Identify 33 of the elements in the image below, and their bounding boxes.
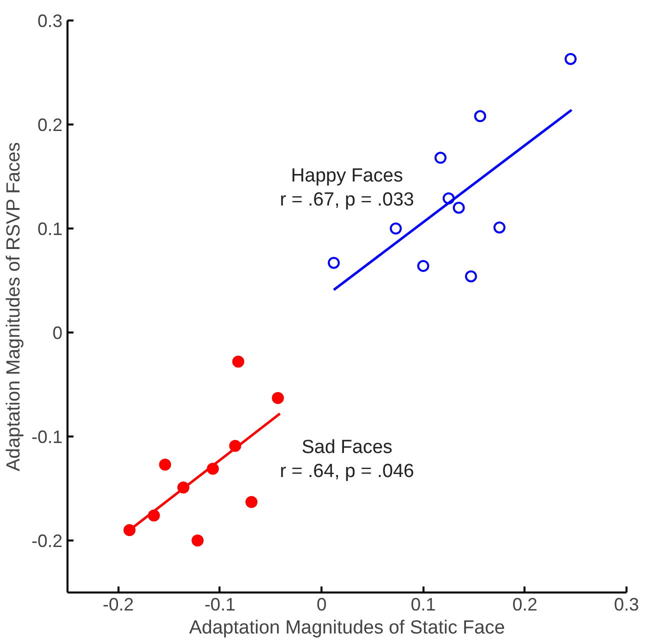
y-tick-label: -0.1 — [31, 427, 63, 447]
y-tick-label: 0.2 — [37, 115, 63, 135]
series-label: Happy Faces — [291, 166, 403, 187]
x-axis-title: Adaptation Magnitudes of Static Face — [189, 618, 505, 638]
x-tick-label: 0.3 — [614, 594, 640, 614]
text: Sad Faces — [302, 436, 392, 458]
x-tick-label: -0.1 — [204, 594, 236, 614]
point — [272, 392, 284, 404]
x-tick-label: 0 — [316, 594, 327, 614]
point — [434, 152, 447, 164]
y-axis-title: Adaptation Magnitudes of RSVP Faces — [3, 142, 24, 472]
point — [417, 260, 430, 272]
x-tick-label: -0.2 — [102, 594, 134, 614]
point — [192, 534, 204, 546]
annotation: r = .64, p = .046 — [280, 460, 414, 482]
y-tick-label: 0.1 — [37, 219, 63, 239]
point — [159, 458, 172, 471]
annotation: r = .67, p = .033 — [280, 190, 414, 211]
point — [328, 256, 340, 269]
point — [474, 110, 486, 122]
point — [390, 222, 402, 234]
point — [245, 496, 258, 508]
x-tick-label: 0.2 — [512, 594, 538, 614]
point — [442, 192, 455, 204]
y-tick-label: -0.2 — [31, 531, 63, 551]
point — [464, 270, 477, 282]
y-tick-label: 0 — [52, 323, 63, 343]
point — [493, 221, 506, 234]
y-tick-label: 0.3 — [37, 11, 63, 31]
point — [232, 356, 244, 368]
point — [564, 52, 577, 65]
x-tick-label: 0.1 — [410, 594, 436, 614]
point — [452, 202, 465, 214]
